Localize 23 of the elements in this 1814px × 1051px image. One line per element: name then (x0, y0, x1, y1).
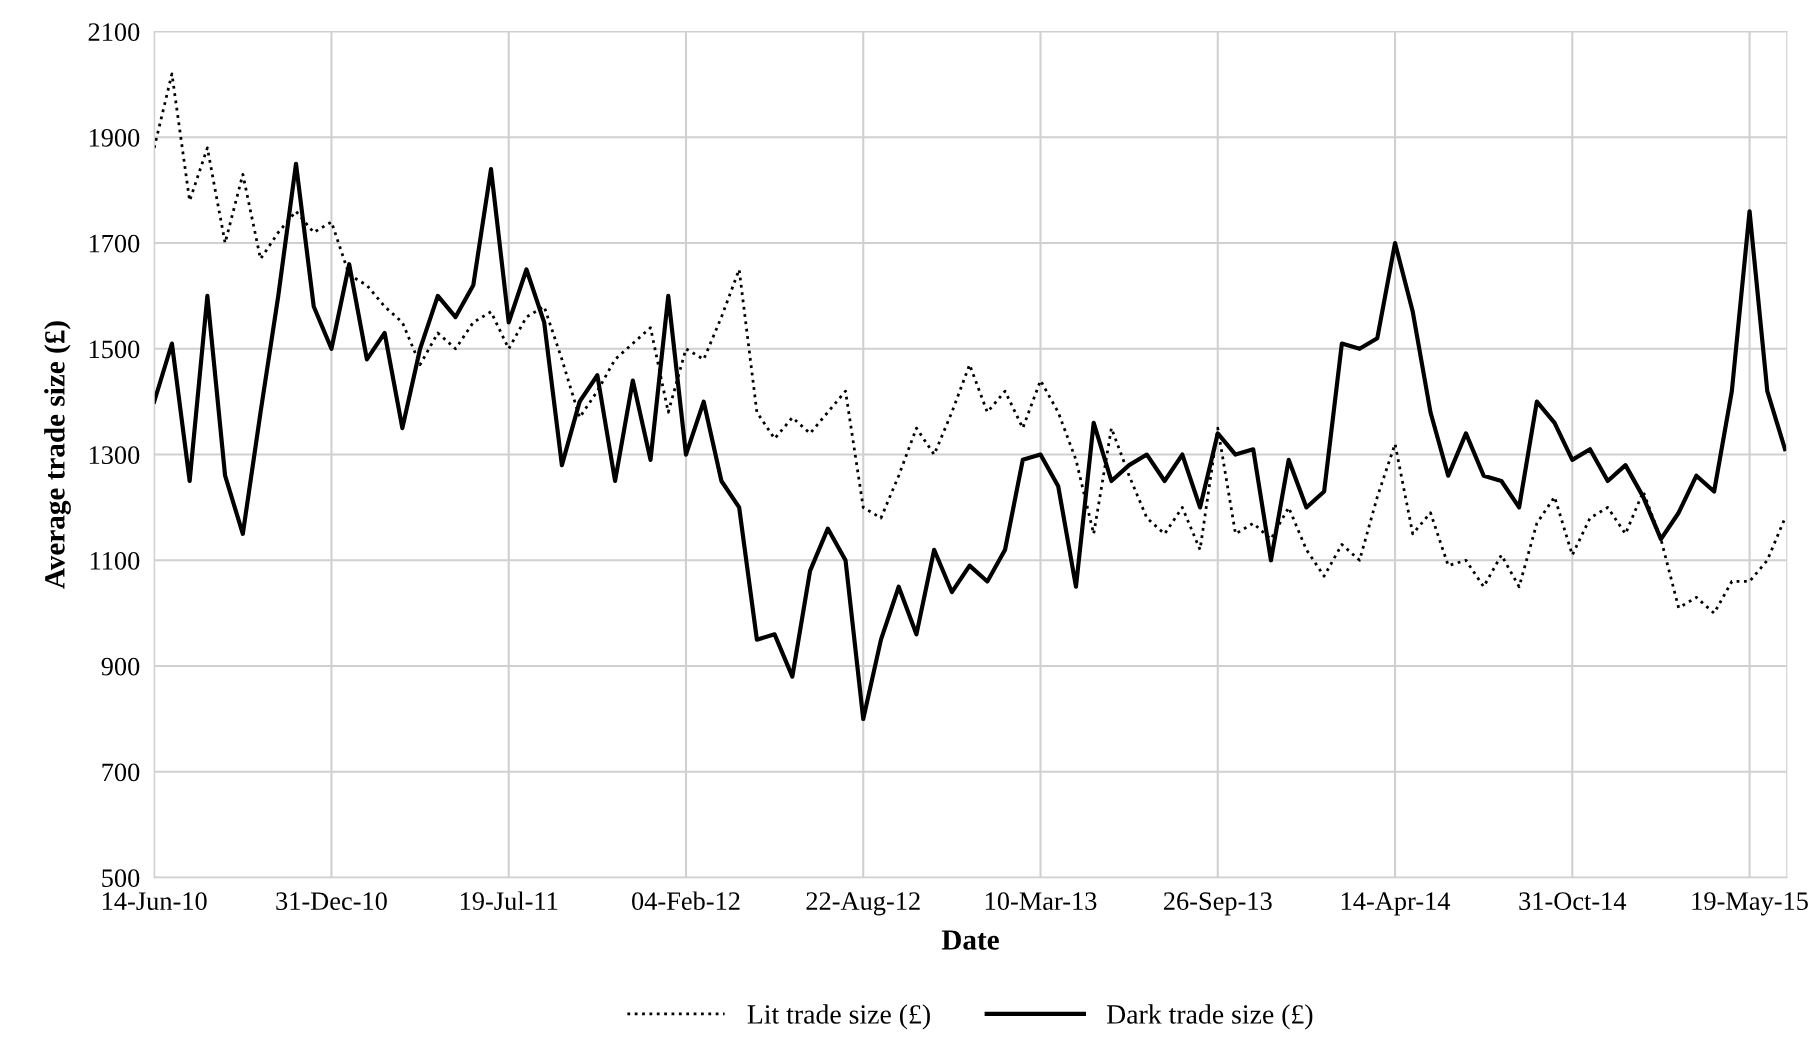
y-axis-title: Average trade size (£) (44, 321, 71, 589)
legend-label: Dark trade size (£) (1106, 1004, 1313, 1030)
x-tick-label: 04-Feb-12 (632, 891, 740, 911)
y-tick-label: 2100 (88, 23, 140, 41)
y-tick-label: 700 (102, 763, 140, 782)
x-tick-label: 22-Aug-12 (806, 892, 920, 916)
y-tick-label: 1100 (90, 551, 140, 570)
x-tick-label: 26-Sep-13 (1163, 892, 1272, 916)
y-tick-label: 1500 (89, 340, 140, 359)
x-tick-label: 10-Mar-13 (985, 892, 1097, 911)
x-tick-label: 31-Dec-10 (276, 892, 387, 911)
y-tick-label: 500 (102, 869, 140, 887)
legend-label: Lit trade size (£) (747, 1004, 930, 1030)
y-tick-label: 1900 (89, 128, 140, 147)
x-axis-title: Date (941, 930, 999, 950)
y-tick-label: 1700 (89, 234, 140, 253)
x-tick-label: 19-May-15 (1692, 892, 1808, 916)
x-tick-label: 14-Jun-10 (103, 892, 207, 911)
x-tick-label: 19-Jul-11 (460, 891, 558, 911)
x-tick-label: 14-Apr-14 (1341, 892, 1451, 916)
x-tick-label: 31-Oct-14 (1519, 892, 1627, 911)
y-tick-label: 1300 (89, 446, 140, 464)
y-tick-label: 900 (101, 657, 140, 676)
